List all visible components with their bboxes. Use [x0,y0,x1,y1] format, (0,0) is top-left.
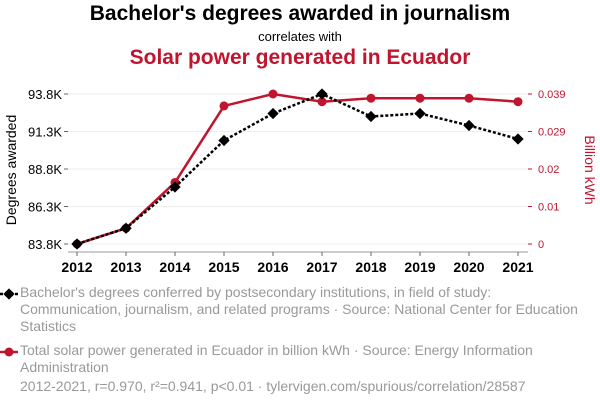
x-tick-label: 2016 [257,259,288,275]
y-right-tick-label: 0.02 [538,164,559,176]
degrees-point [512,133,524,145]
solar-point [219,101,229,111]
solar-point [268,89,278,99]
y-tick-label: 83.8K [28,237,62,252]
solar-point [513,97,523,107]
chart-title-2: Solar power generated in Ecuador [129,46,471,69]
solar-point [464,93,474,103]
solar-point [317,97,327,107]
chart-subtitle: correlates with [258,29,342,44]
y-right-axis-label: Billion kWh [582,135,598,204]
y-tick-label: 91.3K [28,125,62,140]
chart-title: Bachelor's degrees awarded in journalism [89,2,511,25]
degrees-point [463,119,475,132]
x-tick-label: 2012 [61,259,92,275]
solar-line [76,92,519,246]
footer-stats: 2012-2021, r=0.970, r²=0.941, p<0.01 · t… [20,378,526,394]
y-tick-label: 86.3K [28,200,62,215]
x-tick-label: 2019 [404,259,435,275]
degrees-point [71,238,83,250]
degrees-line [76,92,519,246]
y-right-tick-label: 0.029 [538,127,566,139]
solar-point [366,93,376,103]
x-tick-label: 2017 [306,259,337,275]
degrees-point [316,88,328,100]
y-axis-label: Degrees awarded [3,115,19,226]
degrees-point [365,110,377,123]
legend-item-degrees: Bachelor's degrees conferred by postseco… [0,284,590,335]
solar-point [415,93,425,103]
y-right-tick-label: 0.039 [538,89,566,101]
y-right-tick-label: 0.01 [538,202,559,214]
x-tick-label: 2020 [453,259,484,275]
x-tick-label: 2015 [208,259,239,275]
degrees-point [267,107,279,120]
x-tick-label: 2013 [110,259,141,275]
y-right-tick-label: 0 [538,239,544,251]
legend-item-solar: Total solar power generated in Ecuador i… [0,342,590,376]
degrees-point [414,107,426,120]
degrees-point [218,134,230,147]
x-tick-label: 2021 [502,259,533,275]
legend-label: Total solar power generated in Ecuador i… [20,342,533,375]
y-tick-label: 93.8K [28,87,62,102]
diamond-marker-icon [0,288,18,300]
x-tick-label: 2018 [355,259,386,275]
y-tick-label: 88.8K [28,162,62,177]
legend-label: Bachelor's degrees conferred by postseco… [20,284,578,334]
circle-marker-icon [0,347,18,357]
degrees-point [169,181,181,193]
x-tick-label: 2014 [159,259,190,275]
